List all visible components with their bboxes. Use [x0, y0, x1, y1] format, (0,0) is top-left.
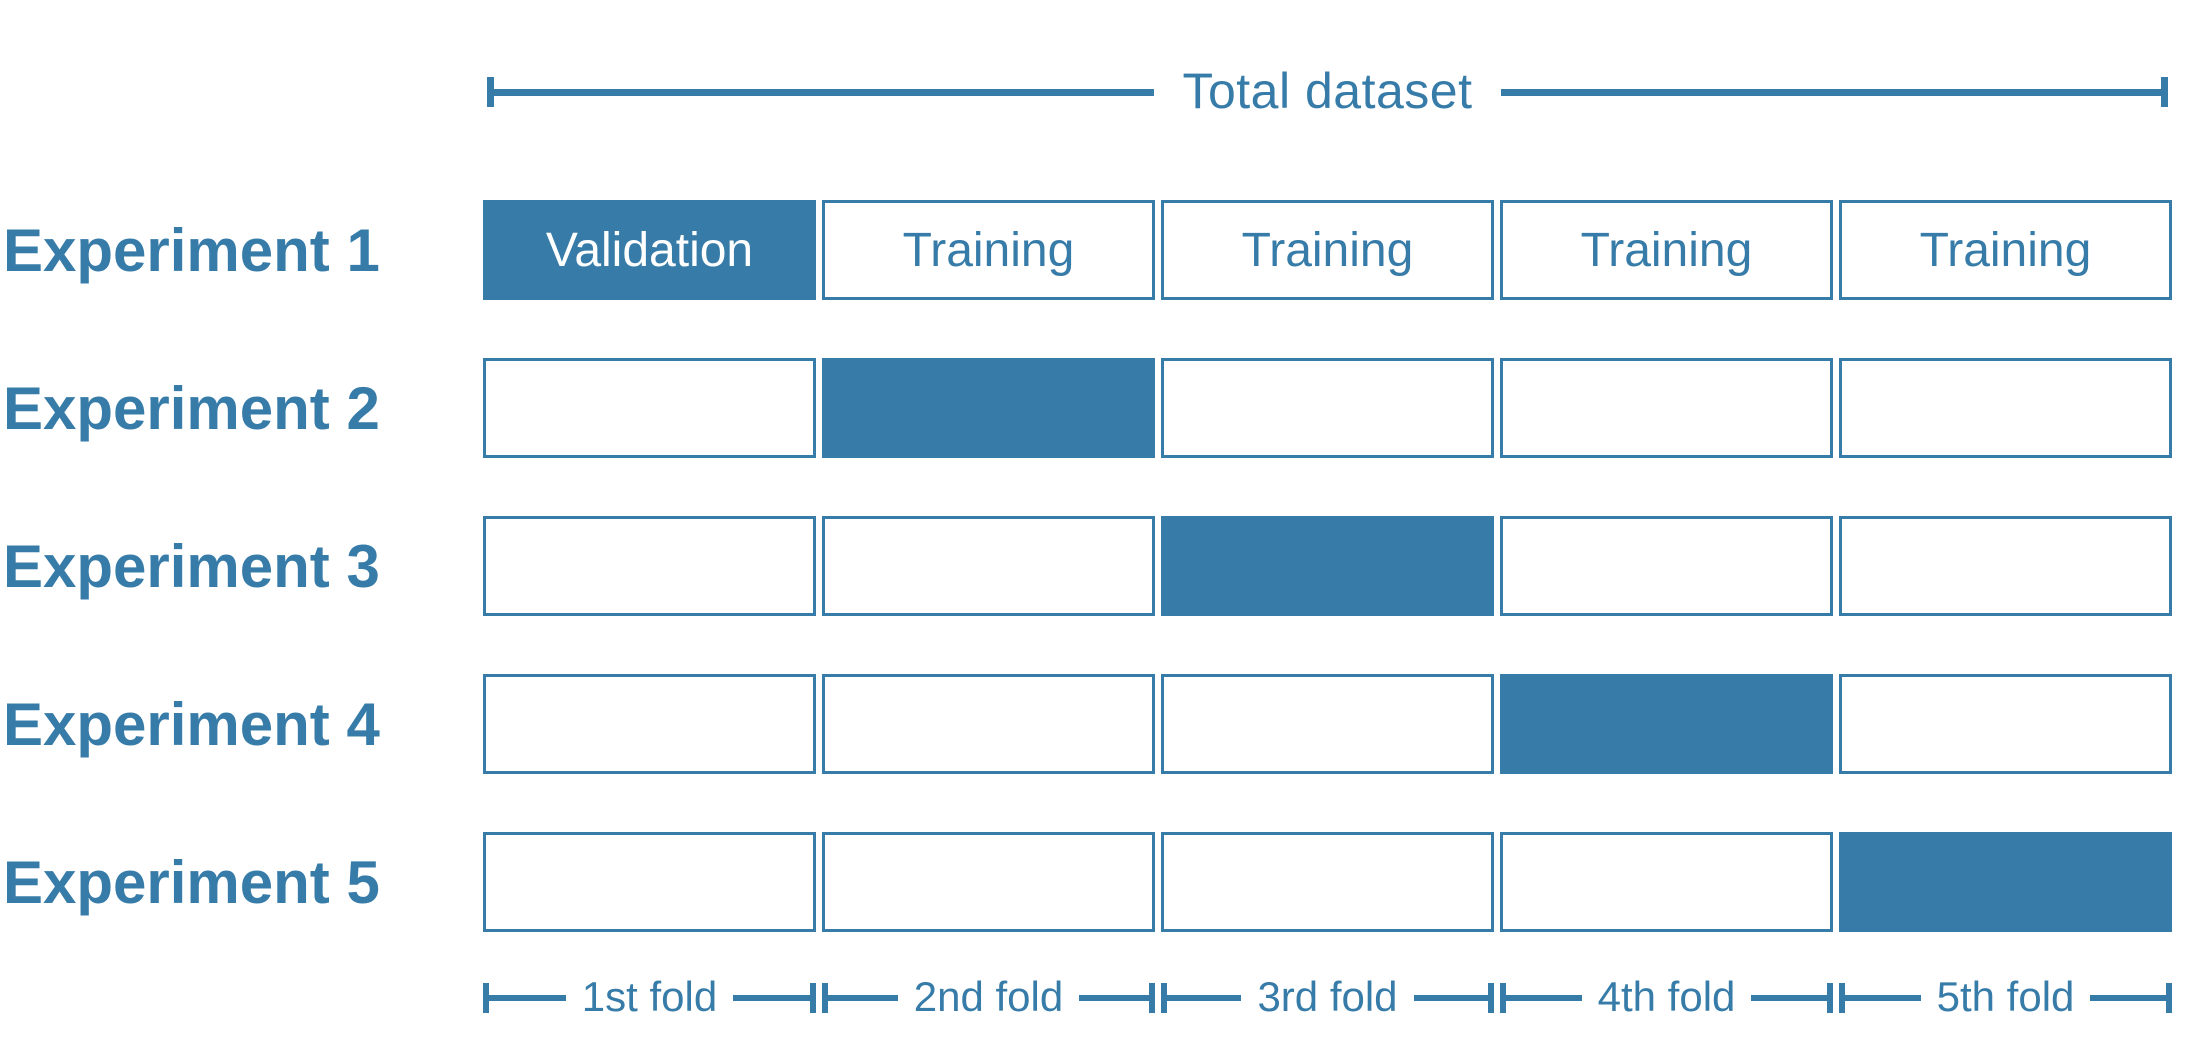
fold-cell-training: Training [1839, 200, 2172, 300]
fold-right-tick-icon [1488, 983, 1494, 1013]
fold-cell-selected [1161, 516, 1494, 616]
fold-left-dash [1845, 995, 1921, 1001]
fold-cell-training: Training [1500, 200, 1833, 300]
fold-cell-selected [822, 358, 1155, 458]
experiment-row-2: Experiment 2 [0, 358, 2196, 458]
fold-right-dash [1413, 995, 1488, 1001]
fold-label-2: 2nd fold [822, 974, 1155, 1022]
fold-left-tick-icon [1500, 983, 1506, 1013]
bracket-right-line [1500, 88, 2161, 96]
fold-label-text: 4th fold [1597, 973, 1736, 1020]
fold-right-dash [1079, 995, 1149, 1001]
experiment-1-label: Experiment 1 [3, 216, 380, 284]
fold-cell-empty [1500, 516, 1833, 616]
fold-cell-empty [1839, 358, 2172, 458]
fold-right-tick-icon [810, 983, 817, 1013]
experiment-row-1: Experiment 1 Validation Training Trainin… [0, 200, 2196, 300]
experiment-2-cells [483, 358, 2172, 458]
fold-left-dash [1167, 995, 1242, 1001]
fold-label-5: 5th fold [1839, 974, 2172, 1022]
fold-left-dash [1506, 995, 1582, 1001]
fold-cell-selected [1500, 674, 1833, 774]
experiment-row-5: Experiment 5 [0, 832, 2196, 932]
fold-right-dash [2090, 995, 2166, 1001]
experiment-row-3: Experiment 3 [0, 516, 2196, 616]
fold-left-tick-icon [1161, 983, 1167, 1013]
fold-left-tick-icon [822, 983, 828, 1013]
experiment-row-4: Experiment 4 [0, 674, 2196, 774]
fold-cell-empty [1839, 674, 2172, 774]
fold-labels-row: 1st fold 2nd fold 3rd fold 4th fold [483, 974, 2172, 1022]
fold-cell-empty [483, 516, 816, 616]
fold-right-dash [1751, 995, 1827, 1001]
fold-cell-empty [822, 516, 1155, 616]
experiment-3-cells [483, 516, 2172, 616]
total-dataset-bracket: Total dataset [487, 66, 2168, 116]
fold-cell-empty [483, 832, 816, 932]
fold-label-text: 3rd fold [1257, 973, 1398, 1020]
fold-cell-empty [822, 674, 1155, 774]
fold-cell-empty [483, 358, 816, 458]
experiment-2-label: Experiment 2 [3, 374, 380, 442]
experiment-5-cells [483, 832, 2172, 932]
fold-cell-empty [1161, 358, 1494, 458]
experiment-1-cells: Validation Training Training Training Tr… [483, 200, 2172, 300]
fold-label-text: 1st fold [581, 973, 718, 1020]
bracket-right-tick-icon [2161, 77, 2168, 107]
fold-cell-selected [1839, 832, 2172, 932]
fold-right-dash [733, 995, 811, 1001]
experiment-5-label: Experiment 5 [3, 848, 380, 916]
experiment-3-label: Experiment 3 [3, 532, 380, 600]
total-dataset-label: Total dataset [1182, 63, 1473, 119]
experiment-4-cells [483, 674, 2172, 774]
fold-cell-empty [1839, 516, 2172, 616]
fold-right-tick-icon [2166, 983, 2172, 1013]
fold-label-4: 4th fold [1500, 974, 1833, 1022]
fold-cell-empty [1161, 832, 1494, 932]
fold-cell-training: Training [822, 200, 1155, 300]
bracket-left-line [494, 88, 1155, 96]
fold-cell-training: Training [1161, 200, 1494, 300]
fold-left-dash [828, 995, 898, 1001]
fold-cell-empty [1161, 674, 1494, 774]
fold-right-tick-icon [1827, 983, 1833, 1013]
fold-cell-validation: Validation [483, 200, 816, 300]
fold-left-dash [489, 995, 566, 1001]
bracket-left-tick-icon [487, 77, 494, 107]
fold-right-tick-icon [1149, 983, 1155, 1013]
fold-label-3: 3rd fold [1161, 974, 1494, 1022]
fold-left-tick-icon [483, 983, 489, 1013]
experiment-4-label: Experiment 4 [3, 690, 380, 758]
fold-label-text: 2nd fold [913, 973, 1064, 1020]
fold-label-1: 1st fold [483, 973, 817, 1022]
fold-cell-empty [1500, 358, 1833, 458]
fold-left-tick-icon [1839, 983, 1845, 1013]
fold-cell-empty [1500, 832, 1833, 932]
fold-label-text: 5th fold [1936, 973, 2075, 1020]
fold-cell-empty [483, 674, 816, 774]
fold-cell-empty [822, 832, 1155, 932]
